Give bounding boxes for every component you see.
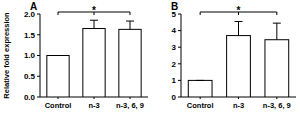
panel: ARelative fold expression0.00.51.01.52.0… — [2, 1, 148, 110]
x-tick — [276, 97, 277, 99]
y-tick — [37, 14, 40, 15]
x-tick — [58, 97, 59, 99]
y-axis-line — [181, 14, 182, 97]
error-bar — [90, 20, 98, 28]
y-tick — [178, 47, 181, 48]
y-tick — [37, 34, 40, 35]
y-tick-label: 3 — [172, 43, 177, 52]
figure: ARelative fold expression0.00.51.01.52.0… — [0, 0, 300, 123]
x-tick-label: n-3, 6, 9 — [263, 101, 291, 110]
error-bar — [235, 21, 243, 35]
bar — [265, 40, 289, 97]
error-cap — [196, 80, 204, 81]
error-cap — [126, 21, 134, 22]
y-tick-label: 0 — [172, 93, 177, 102]
y-tick-label: 2.0 — [24, 10, 36, 19]
error-stem — [276, 23, 277, 40]
error-bar — [126, 21, 134, 29]
bar — [47, 56, 69, 98]
y-tick — [178, 63, 181, 64]
x-tick-label: Control — [187, 101, 214, 110]
x-tick-label: Control — [45, 101, 72, 110]
x-tick-label: n-3, 6, 9 — [116, 101, 144, 110]
bars — [188, 21, 288, 97]
y-tick-label: 1.5 — [24, 31, 36, 40]
x-tick — [238, 97, 239, 99]
y-tick — [178, 80, 181, 81]
y-tick — [37, 97, 40, 98]
annotation: * — [92, 5, 96, 16]
panel: B012345Controln-3n-3, 6, 9* — [171, 1, 296, 110]
error-cap — [235, 21, 243, 22]
y-tick-label: 1 — [172, 76, 177, 85]
x-tick — [130, 97, 131, 99]
error-cap — [273, 23, 281, 24]
error-cap — [90, 20, 98, 21]
y-tick-label: 4 — [172, 26, 177, 35]
y-tick — [178, 14, 181, 15]
y-tick — [37, 76, 40, 77]
error-stem — [130, 21, 131, 29]
y-tick-label: 0.0 — [24, 93, 36, 102]
y-tick-label: 5 — [172, 10, 177, 19]
y-tick-label: 0.5 — [24, 72, 36, 81]
error-cap — [54, 55, 62, 56]
y-tick-label: 2 — [172, 60, 177, 69]
annotation: * — [237, 5, 241, 16]
error-stem — [94, 20, 95, 28]
bars — [47, 20, 141, 97]
error-bar — [273, 23, 281, 40]
y-axis-label: Relative fold expression — [2, 12, 11, 99]
error-bar — [54, 55, 62, 56]
error-stem — [238, 21, 239, 35]
y-tick — [178, 97, 181, 98]
y-tick — [37, 55, 40, 56]
error-bar — [196, 80, 204, 81]
x-tick-label: n-3 — [88, 101, 99, 110]
bar — [188, 80, 212, 97]
x-tick-label: n-3 — [233, 101, 244, 110]
y-tick-label: 1.0 — [24, 51, 36, 60]
x-tick — [94, 97, 95, 99]
y-tick — [178, 30, 181, 31]
bar — [83, 29, 105, 97]
bar — [227, 36, 251, 97]
bar — [119, 29, 141, 97]
x-tick — [200, 97, 201, 99]
